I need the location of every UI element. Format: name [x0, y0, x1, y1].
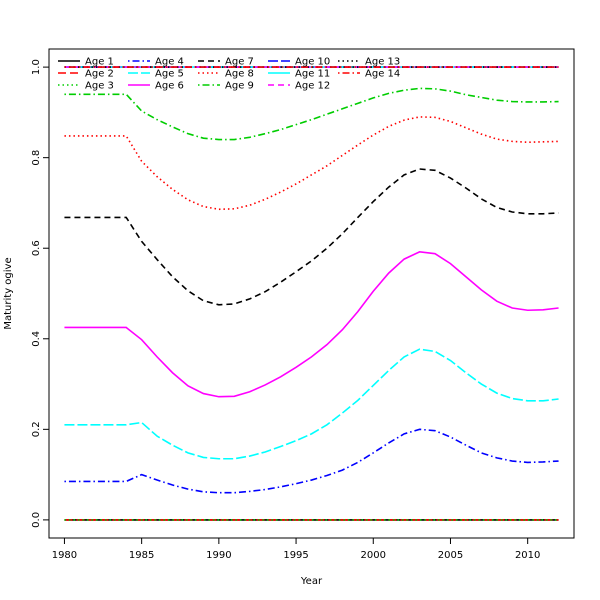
legend-label: Age 5 — [155, 69, 184, 80]
legend-label: Age 8 — [225, 69, 254, 80]
legend-item-age-11: Age 11 — [268, 69, 330, 80]
legend-label: Age 3 — [85, 81, 114, 92]
legend-label: Age 11 — [295, 69, 330, 80]
legend-label: Age 9 — [225, 81, 254, 92]
legend-item-age-13: Age 13 — [338, 57, 400, 68]
legend-item-age-10: Age 10 — [268, 57, 330, 68]
legend-label: Age 10 — [295, 57, 330, 68]
x-tick-label: 1995 — [283, 550, 308, 561]
series-line-age-8 — [64, 116, 559, 211]
x-tick-label: 2000 — [361, 550, 386, 561]
legend-item-age-8: Age 8 — [198, 69, 254, 80]
x-tick-label: 2005 — [438, 550, 463, 561]
y-tick-label: 0.8 — [31, 150, 42, 166]
y-tick-label: 0.6 — [31, 240, 42, 256]
x-tick-label: 1980 — [52, 550, 77, 561]
y-tick-label: 1.0 — [31, 59, 42, 75]
y-tick-label: 0.4 — [31, 331, 42, 347]
legend-item-age-7: Age 7 — [198, 57, 254, 68]
legend-item-age-2: Age 2 — [58, 69, 114, 80]
y-tick-label: 0.2 — [31, 421, 42, 437]
axis-layer: 1980 1985 1990 1995 2000 2005 2010 0.0 0.2 0.4 0.6… — [31, 59, 540, 561]
legend-label: Age 2 — [85, 69, 114, 80]
legend-label: Age 12 — [295, 81, 330, 92]
legend-item-age-3: Age 3 — [58, 81, 114, 92]
x-axis-title: Year — [300, 576, 323, 587]
legend-label: Age 14 — [365, 69, 400, 80]
legend-label: Age 6 — [155, 81, 184, 92]
legend-item-age-6: Age 6 — [128, 81, 184, 92]
series-layer — [64, 66, 559, 521]
series-line-age-5 — [64, 348, 559, 460]
legend-item-age-1: Age 1 — [58, 57, 114, 68]
series-line-age-7 — [64, 168, 559, 306]
legend-item-age-4: Age 4 — [128, 57, 184, 68]
x-tick-label: 1990 — [206, 550, 231, 561]
legend-label: Age 1 — [85, 57, 114, 68]
legend-label: Age 4 — [155, 57, 184, 68]
series-line-age-6 — [64, 251, 559, 398]
x-tick-label: 1985 — [129, 550, 154, 561]
legend-item-age-9: Age 9 — [198, 81, 254, 92]
x-tick-label: 2010 — [515, 550, 540, 561]
plot-frame — [48, 48, 575, 539]
y-tick-label: 0.0 — [31, 512, 42, 528]
legend-item-age-12: Age 12 — [268, 81, 330, 92]
legend-label: Age 13 — [365, 57, 400, 68]
legend-label: Age 7 — [225, 57, 254, 68]
legend-item-age-5: Age 5 — [128, 69, 184, 80]
legend-item-age-14: Age 14 — [338, 69, 400, 80]
y-axis-title: Maturity ogive — [3, 257, 14, 329]
series-line-age-4 — [64, 428, 559, 494]
